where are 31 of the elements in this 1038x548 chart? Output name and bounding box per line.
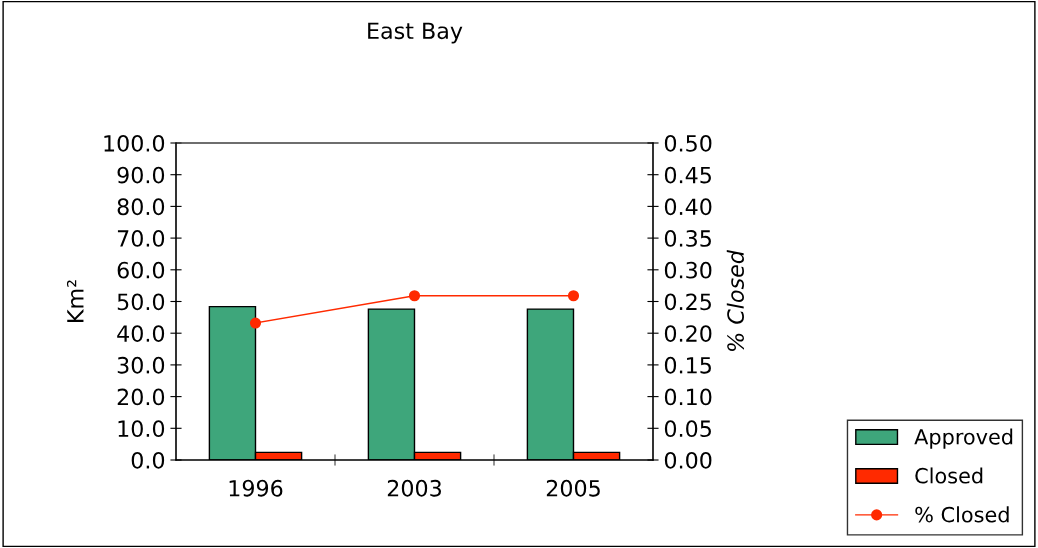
- y-tick-label: 30.0: [117, 356, 165, 374]
- chart-title: East Bay: [368, 22, 463, 44]
- y2-axis-title: % Closed: [726, 249, 744, 351]
- y2-tick-label: 0.20: [664, 325, 712, 342]
- y2-tick-label: 0.25: [664, 293, 711, 311]
- y2-tick-label: 0.10: [664, 388, 712, 406]
- y-tick-label: 50.0: [117, 293, 165, 311]
- y-tick-label: 20.0: [117, 388, 165, 406]
- legend-label: Approved: [914, 428, 1013, 449]
- y-axis-title: Km²: [66, 280, 84, 322]
- y-tick-label: 100.0: [104, 134, 165, 152]
- x-tick-label: 2003: [387, 479, 441, 497]
- y-tick-label: 0.0: [131, 451, 165, 469]
- y2-tick-label: 0.30: [664, 261, 712, 279]
- y-tick-label: 70.0: [117, 230, 165, 247]
- y2-tick-label: 0.00: [664, 451, 712, 469]
- y2-tick-label: 0.40: [664, 198, 712, 216]
- legend-label: Closed: [915, 467, 983, 484]
- y2-tick-label: 0.45: [664, 166, 711, 184]
- x-tick-label: 1996: [229, 479, 283, 497]
- legend-label: % Closed: [915, 506, 1009, 523]
- y-tick-label: 60.0: [117, 261, 165, 279]
- y2-tick-label: 0.05: [664, 420, 711, 438]
- y-tick-label: 80.0: [117, 198, 165, 216]
- y2-tick-label: 0.50: [664, 134, 712, 152]
- y-tick-label: 90.0: [117, 166, 165, 184]
- y2-tick-label: 0.15: [664, 356, 711, 374]
- y2-tick-label: 0.35: [664, 230, 711, 247]
- y-tick-label: 10.0: [118, 420, 165, 438]
- x-tick-label: 2005: [546, 479, 600, 497]
- y-tick-label: 40.0: [117, 325, 165, 342]
